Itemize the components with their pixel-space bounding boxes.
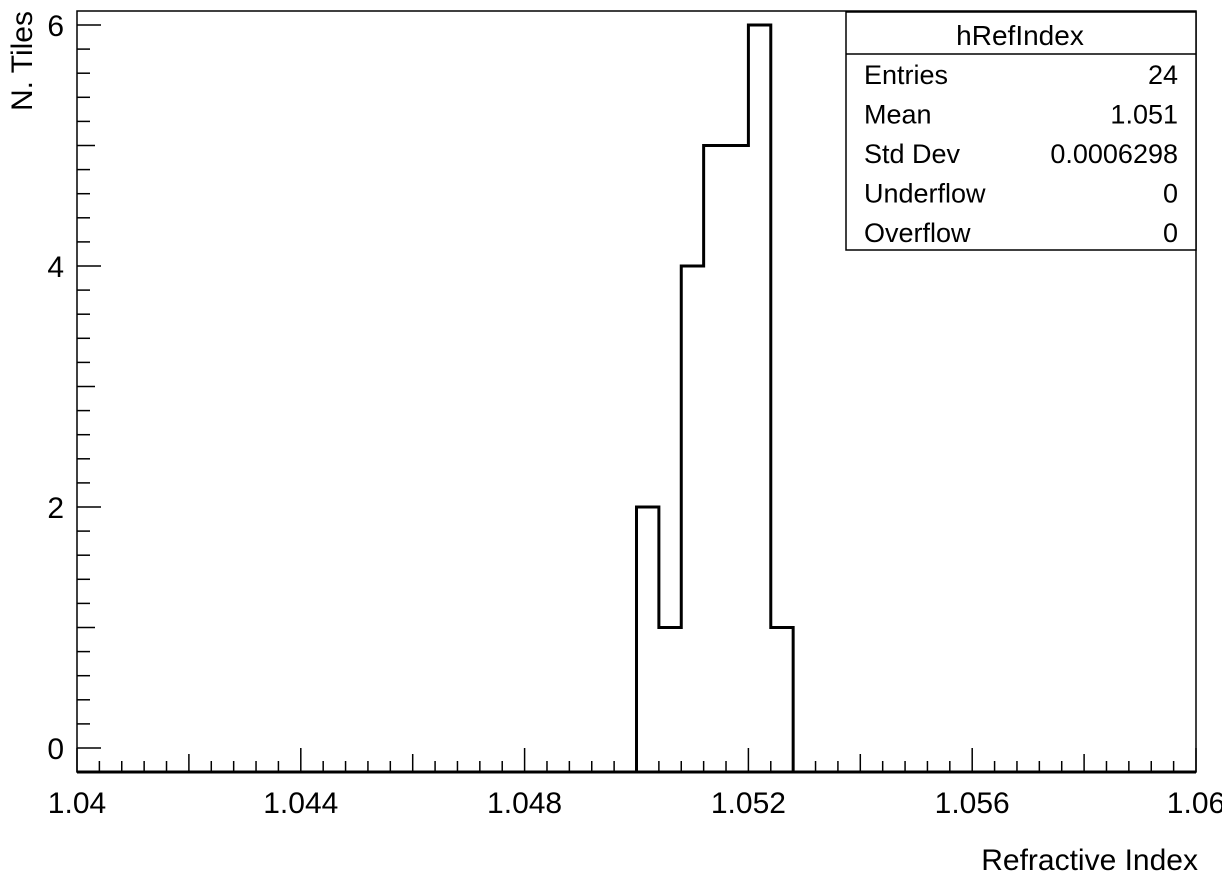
x-tick-label: 1.06 <box>1167 787 1222 820</box>
y-axis-ticks <box>77 24 101 749</box>
y-axis-tick-labels: 0 2 4 6 <box>47 10 64 766</box>
x-axis-ticks <box>76 748 1197 772</box>
x-axis-tick-labels: 1.04 1.044 1.048 1.052 1.056 1.06 <box>48 787 1222 820</box>
stats-row-label: Mean <box>864 100 932 130</box>
stats-row-label: Underflow <box>864 179 986 209</box>
x-axis-title: Refractive Index <box>981 844 1198 877</box>
stats-box: hRefIndex Entries 24 Mean 1.051 Std Dev 0.000… <box>845 11 1197 251</box>
stats-row-value: 1.051 <box>1110 100 1178 130</box>
stats-row-value: 0 <box>1163 179 1178 209</box>
stats-row-label: Overflow <box>864 218 971 248</box>
x-tick-label: 1.056 <box>935 787 1010 820</box>
stats-box-rows: Entries 24 Mean 1.051 Std Dev 0.0006298 Underf… <box>864 60 1178 248</box>
x-tick-label: 1.052 <box>711 787 786 820</box>
x-tick-label: 1.04 <box>48 787 106 820</box>
y-tick-label: 4 <box>47 251 64 284</box>
y-axis-title: N. Tiles <box>6 11 39 111</box>
x-tick-label: 1.044 <box>263 787 338 820</box>
stats-row-label: Entries <box>864 60 948 90</box>
stats-row-value: 0.0006298 <box>1050 139 1178 169</box>
stats-box-title: hRefIndex <box>956 20 1084 51</box>
y-tick-label: 6 <box>47 10 64 43</box>
histogram-outline <box>635 23 795 772</box>
y-tick-label: 0 <box>47 733 64 766</box>
x-tick-label: 1.048 <box>487 787 562 820</box>
stats-box-frame <box>845 11 1197 251</box>
stats-row-value: 0 <box>1163 218 1178 248</box>
y-tick-label: 2 <box>47 492 64 525</box>
stats-row-label: Std Dev <box>864 139 961 169</box>
stats-row-value: 24 <box>1148 60 1178 90</box>
